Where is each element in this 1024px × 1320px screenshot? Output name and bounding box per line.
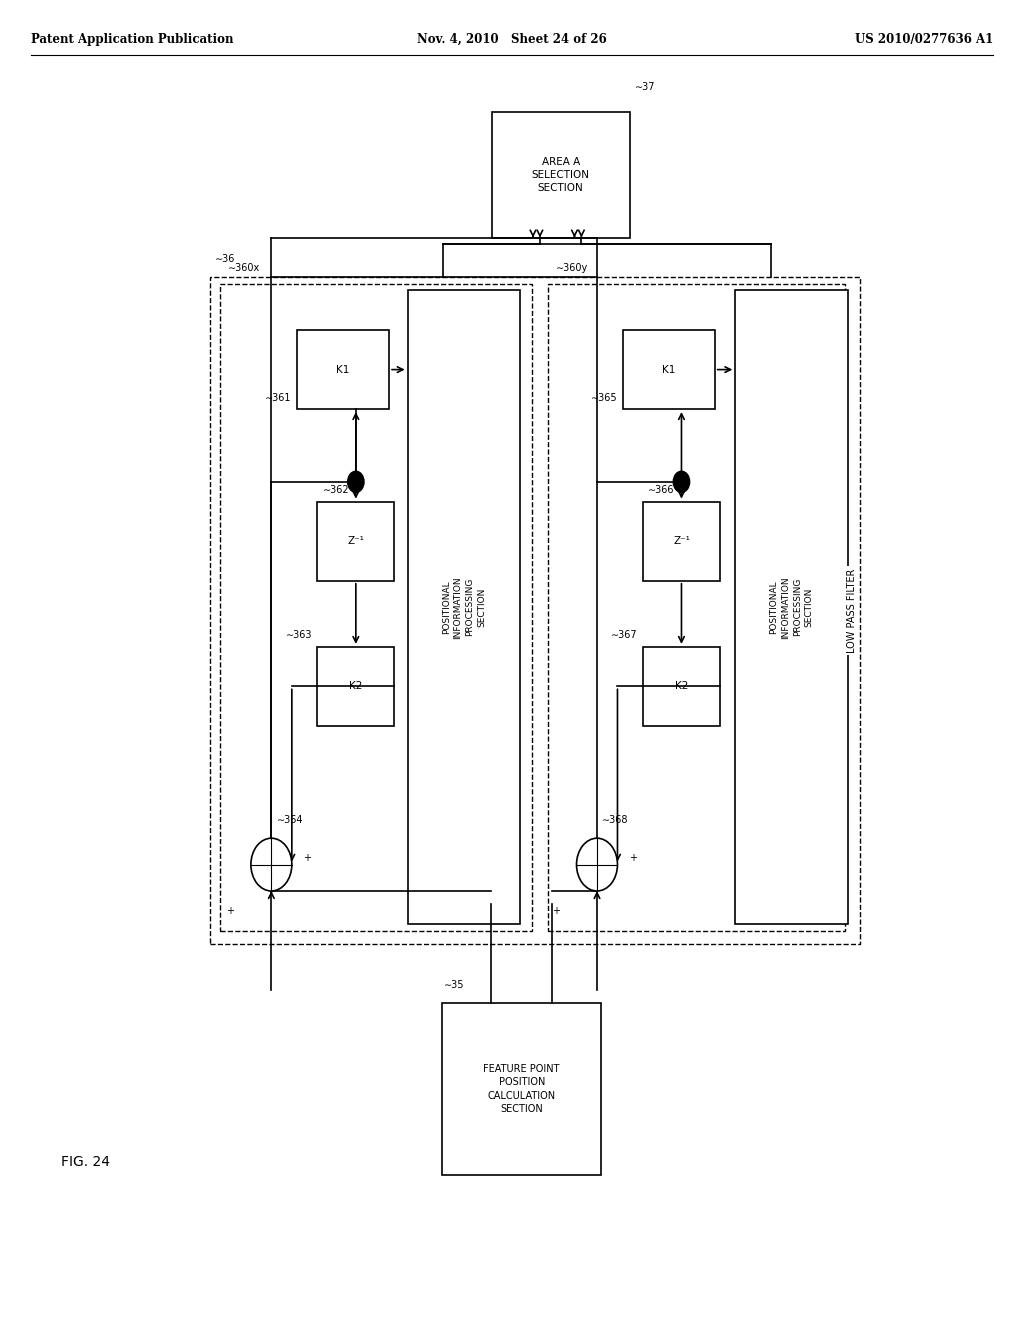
Text: Nov. 4, 2010   Sheet 24 of 26: Nov. 4, 2010 Sheet 24 of 26 <box>417 33 607 46</box>
Text: ∼367: ∼367 <box>611 630 638 640</box>
Text: K1: K1 <box>662 364 676 375</box>
Bar <box>735 290 848 924</box>
Text: K1: K1 <box>336 364 350 375</box>
Text: K2: K2 <box>675 681 688 692</box>
Text: ∼363: ∼363 <box>286 630 312 640</box>
Circle shape <box>251 838 292 891</box>
Bar <box>297 330 389 409</box>
Text: ∼364: ∼364 <box>276 814 303 825</box>
Bar <box>408 290 520 924</box>
Text: AREA A
SELECTION
SECTION: AREA A SELECTION SECTION <box>531 157 590 193</box>
Text: ∼361: ∼361 <box>265 392 292 403</box>
Circle shape <box>577 838 617 891</box>
Text: +: + <box>629 853 637 863</box>
Circle shape <box>674 471 690 492</box>
Text: ∼360y: ∼360y <box>556 263 588 273</box>
Text: FIG. 24: FIG. 24 <box>61 1155 111 1168</box>
Text: Patent Application Publication: Patent Application Publication <box>31 33 233 46</box>
Text: +: + <box>303 853 311 863</box>
Text: ∼36: ∼36 <box>215 253 236 264</box>
Text: ∼362: ∼362 <box>323 484 349 495</box>
Text: ∼37: ∼37 <box>635 82 655 92</box>
Bar <box>210 277 860 944</box>
Text: Z⁻¹: Z⁻¹ <box>347 536 365 546</box>
Circle shape <box>347 471 365 492</box>
Text: ∼35: ∼35 <box>444 979 465 990</box>
Bar <box>548 284 845 931</box>
Text: LOW PASS FILTER: LOW PASS FILTER <box>847 569 857 652</box>
Text: POSITIONAL
INFORMATION
PROCESSING
SECTION: POSITIONAL INFORMATION PROCESSING SECTIO… <box>441 576 486 639</box>
Text: Z⁻¹: Z⁻¹ <box>673 536 690 546</box>
Bar <box>623 330 715 409</box>
Text: +: + <box>226 906 234 916</box>
Bar <box>220 284 532 931</box>
Text: ∼368: ∼368 <box>602 814 629 825</box>
Bar <box>492 112 630 238</box>
Text: ∼366: ∼366 <box>648 484 675 495</box>
Bar <box>643 502 720 581</box>
Text: ∼365: ∼365 <box>591 392 617 403</box>
Text: FEATURE POINT
POSITION
CALCULATION
SECTION: FEATURE POINT POSITION CALCULATION SECTI… <box>483 1064 560 1114</box>
Bar <box>643 647 720 726</box>
Text: ∼360x: ∼360x <box>228 263 260 273</box>
Text: US 2010/0277636 A1: US 2010/0277636 A1 <box>855 33 993 46</box>
Text: K2: K2 <box>349 681 362 692</box>
Bar <box>317 647 394 726</box>
Text: POSITIONAL
INFORMATION
PROCESSING
SECTION: POSITIONAL INFORMATION PROCESSING SECTIO… <box>769 576 814 639</box>
Text: +: + <box>552 906 560 916</box>
Bar <box>317 502 394 581</box>
Bar <box>442 1003 601 1175</box>
